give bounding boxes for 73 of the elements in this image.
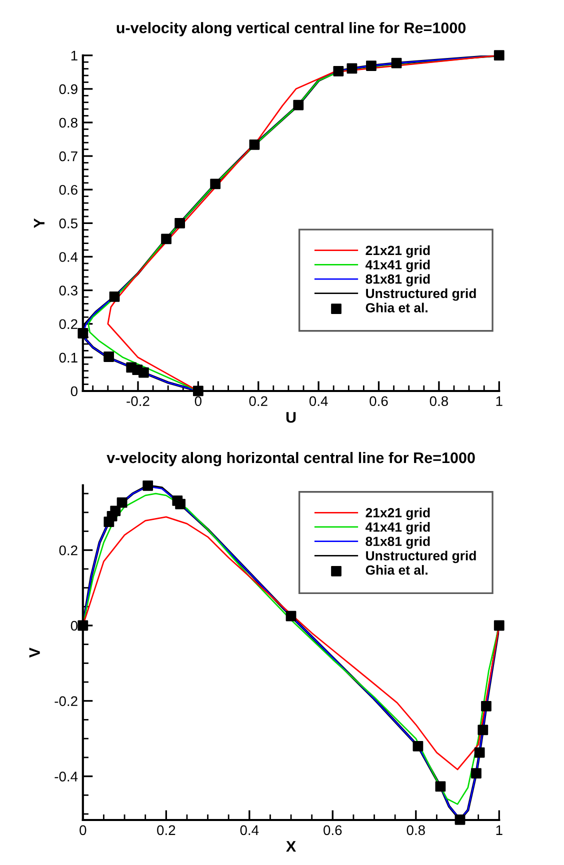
y-axis-title: Y xyxy=(34,218,44,228)
x-tick-label: 0.4 xyxy=(240,825,259,836)
x-tick-label: 0 xyxy=(194,396,202,406)
y-tick-label: 0 xyxy=(70,386,78,396)
point xyxy=(116,497,128,508)
x-tick-label: 1 xyxy=(496,396,502,406)
legend-label: Unstructured grid xyxy=(366,550,476,564)
legend-label: 21x21 grid xyxy=(366,245,430,258)
legend-label: 41x41 grid xyxy=(365,522,430,534)
point xyxy=(412,740,424,752)
y-tick-label: 0.9 xyxy=(59,84,78,94)
legend-label: 81x81 grid xyxy=(366,274,430,286)
legend-label: Ghia et al. xyxy=(366,565,428,575)
point xyxy=(474,747,485,758)
x-tick-label: 1 xyxy=(496,825,502,835)
point xyxy=(192,386,204,396)
point xyxy=(286,610,296,622)
point xyxy=(109,291,120,302)
x-axis-title: U xyxy=(286,412,296,423)
x-tick-label: 0.6 xyxy=(324,825,342,836)
point xyxy=(494,50,504,61)
point xyxy=(471,768,482,778)
y-tick-label: 0.2 xyxy=(59,545,78,556)
point xyxy=(174,218,186,228)
point xyxy=(172,496,183,506)
y-tick-label: -0.2 xyxy=(54,696,78,706)
point xyxy=(104,516,114,528)
point xyxy=(435,781,446,792)
x-tick-label: 0.6 xyxy=(370,396,388,406)
x-tick-label: 0.8 xyxy=(406,825,425,836)
legend-label: 81x81 grid xyxy=(366,536,430,549)
x-axis-title: X xyxy=(286,841,296,852)
point xyxy=(478,724,488,736)
x-tick-label: -0.2 xyxy=(126,396,150,406)
point xyxy=(249,139,260,150)
x-tick-label: 0.8 xyxy=(430,396,448,406)
y-tick-label: 1 xyxy=(71,50,78,60)
x-tick-label: 0.2 xyxy=(157,825,176,836)
y-tick-label: 0.5 xyxy=(59,218,78,228)
point xyxy=(481,700,492,712)
y-tick-label: 0.7 xyxy=(59,151,78,162)
y-tick-label: 0.1 xyxy=(59,352,78,363)
point xyxy=(78,328,88,338)
point xyxy=(333,66,344,76)
y-axis-title: V xyxy=(29,648,40,658)
point xyxy=(104,352,114,362)
x-tick-label: 0.4 xyxy=(309,396,328,406)
y-tick-label: 0.6 xyxy=(59,184,78,195)
y-tick-label: 0 xyxy=(70,620,78,631)
legend-label: 41x41 grid xyxy=(365,260,430,272)
point xyxy=(78,620,88,631)
point xyxy=(138,367,149,378)
y-tick-label: 0.2 xyxy=(59,319,78,330)
point xyxy=(210,178,221,190)
x-tick-label: 0.2 xyxy=(249,396,268,406)
point xyxy=(454,814,466,825)
point xyxy=(346,63,358,74)
chart-title: u-velocity along vertical central line for Re=1000 xyxy=(116,22,466,36)
y-tick-label: -0.4 xyxy=(54,772,78,782)
y-tick-label: 0.3 xyxy=(59,286,78,296)
legend-label: Unstructured grid xyxy=(366,288,476,301)
y-tick-label: 0.4 xyxy=(59,252,78,262)
point xyxy=(142,480,154,491)
point xyxy=(391,58,402,68)
point xyxy=(293,100,304,110)
y-tick-label: 0.8 xyxy=(59,118,78,128)
legend-label: 21x21 grid xyxy=(366,508,430,520)
point xyxy=(366,60,376,71)
chart-title: v-velocity along horizontal central line for Re=1000 xyxy=(106,452,475,466)
point xyxy=(161,234,172,244)
x-tick-label: 0 xyxy=(80,825,86,836)
legend-label: Ghia et al. xyxy=(366,302,428,312)
point xyxy=(494,620,504,631)
